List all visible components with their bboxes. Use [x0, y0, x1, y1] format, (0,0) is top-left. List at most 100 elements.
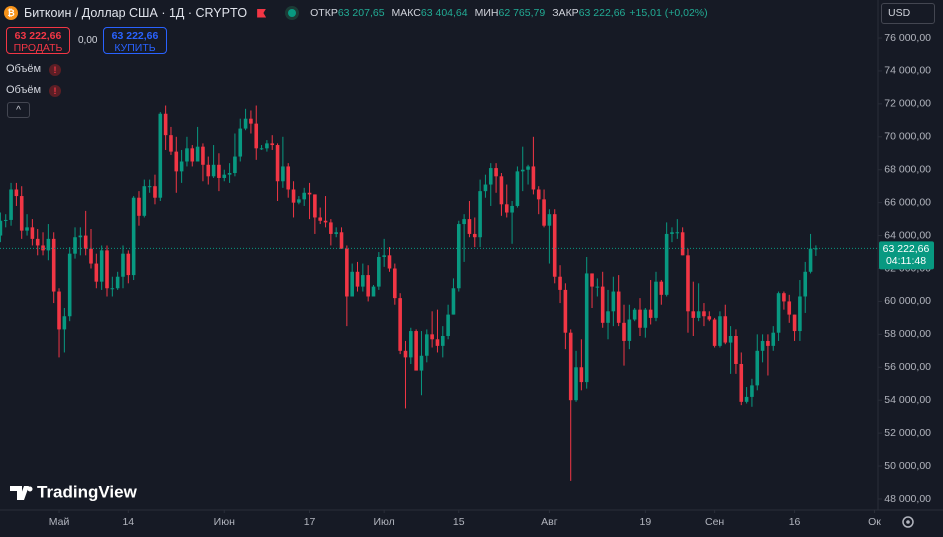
candle-body	[462, 219, 466, 225]
indicator-error: !	[49, 64, 61, 76]
candle-body	[712, 319, 717, 346]
change: +15,01 (+0,02%)	[629, 7, 708, 19]
x-tick-label: Июл	[373, 516, 394, 528]
settings-icon[interactable]	[902, 516, 914, 528]
candle-body	[174, 151, 179, 172]
candle-body	[51, 238, 56, 292]
candle-body	[291, 189, 296, 203]
candle-body	[163, 113, 168, 136]
status-dot	[288, 9, 297, 17]
candle-body	[638, 309, 642, 328]
candle-body	[73, 237, 77, 254]
candle-body	[488, 168, 493, 185]
collapse-button[interactable]: ^	[7, 102, 30, 118]
candle-body	[318, 217, 322, 221]
candle-body	[382, 255, 386, 257]
indicator-label[interactable]: Объём	[6, 84, 42, 96]
candle-body	[606, 311, 610, 323]
price-tag-label: 63 222,66	[883, 243, 930, 255]
candle-body	[35, 238, 40, 246]
candle-body	[627, 319, 632, 341]
candle-body	[547, 214, 552, 226]
candle-body	[0, 220, 3, 236]
y-tick-label: 70 000,00	[884, 131, 931, 143]
candle-body	[499, 176, 504, 205]
candle-body	[361, 275, 365, 287]
y-tick-label: 72 000,00	[884, 98, 931, 110]
logo: TradingView	[10, 482, 138, 501]
candle-body	[243, 118, 248, 129]
candle-body	[520, 169, 525, 172]
candle-body	[616, 291, 621, 323]
candle-body	[78, 235, 83, 238]
candle-body	[249, 118, 253, 124]
candle-body	[238, 128, 243, 157]
candle-body	[579, 367, 584, 383]
candle-body	[425, 334, 429, 356]
candle-body	[153, 186, 157, 198]
x-tick-label: 17	[304, 516, 316, 528]
candle-body	[259, 148, 264, 150]
candle-body	[83, 235, 88, 249]
symbol-title[interactable]: Биткоин / Доллар США · 1Д · CRYPTO	[24, 6, 248, 20]
candle-body	[739, 363, 744, 402]
candle-body	[787, 301, 792, 315]
price-tag	[879, 241, 934, 270]
candle-body	[728, 335, 733, 343]
x-tick-label: Сен	[705, 516, 724, 528]
candle-body	[584, 273, 589, 383]
ohlc-label: МАКС	[391, 7, 421, 19]
candle-body	[286, 166, 291, 190]
candle-body	[734, 335, 738, 364]
buy-price: 63 222,66	[111, 30, 159, 42]
candle-body	[313, 194, 317, 218]
candle-body	[206, 164, 211, 177]
indicator-label[interactable]: Объём	[6, 63, 42, 75]
candle-body	[201, 146, 205, 165]
candle-body	[680, 232, 685, 256]
candle-body	[782, 293, 786, 302]
candle-body	[169, 135, 173, 152]
candle-body	[67, 253, 72, 317]
candle-body	[814, 248, 818, 250]
candle-body	[446, 314, 450, 336]
candle-body	[494, 168, 498, 177]
x-tick-label: 15	[453, 516, 465, 528]
currency-select[interactable]: USD	[881, 3, 935, 24]
candle-body	[62, 316, 67, 330]
candle-body	[766, 340, 770, 346]
candle-body	[643, 309, 648, 328]
header: ₿ Биткоин / Доллар США · 1Д · CRYPTO ОТК…	[4, 0, 708, 26]
candle-body	[419, 355, 424, 371]
candle-body	[3, 219, 8, 221]
candle-body	[25, 227, 29, 231]
candle-body	[536, 189, 541, 200]
ohlc: ОТКР63 207,65 МАКС63 404,64 МИН62 765,79 ЗА…	[310, 7, 625, 19]
y-tick-label: 48 000,00	[884, 493, 931, 505]
candle-body	[776, 293, 781, 333]
candle-body	[622, 322, 626, 341]
candle-body	[398, 298, 402, 351]
candle-body	[792, 314, 797, 332]
candle-body	[409, 331, 413, 358]
candle-body	[329, 222, 333, 234]
candle-body	[195, 146, 200, 162]
candle-body	[755, 350, 760, 386]
ohlc-value: 63 207,65	[337, 7, 385, 19]
candle-body	[57, 291, 61, 330]
sell-button[interactable]: 63 222,66 ПРОДАТЬ	[6, 27, 70, 54]
candle-body	[430, 334, 434, 340]
y-tick-label: 56 000,00	[884, 361, 931, 373]
flag-icon[interactable]	[257, 8, 267, 18]
buy-button[interactable]: 63 222,66 КУПИТЬ	[103, 27, 167, 54]
candle-body	[718, 316, 722, 346]
buy-label: КУПИТЬ	[114, 42, 156, 54]
y-tick-label: 76 000,00	[884, 32, 931, 44]
candle-body	[686, 255, 690, 312]
candle-body	[355, 271, 360, 287]
candle-body	[670, 232, 674, 234]
y-tick-label: 60 000,00	[884, 295, 931, 307]
y-tick-label: 54 000,00	[884, 394, 931, 406]
candle-body	[435, 339, 440, 346]
